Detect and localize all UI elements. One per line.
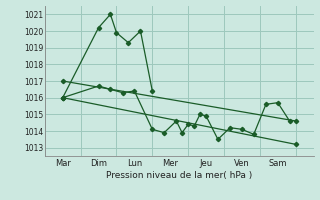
X-axis label: Pression niveau de la mer( hPa ): Pression niveau de la mer( hPa ): [106, 171, 252, 180]
